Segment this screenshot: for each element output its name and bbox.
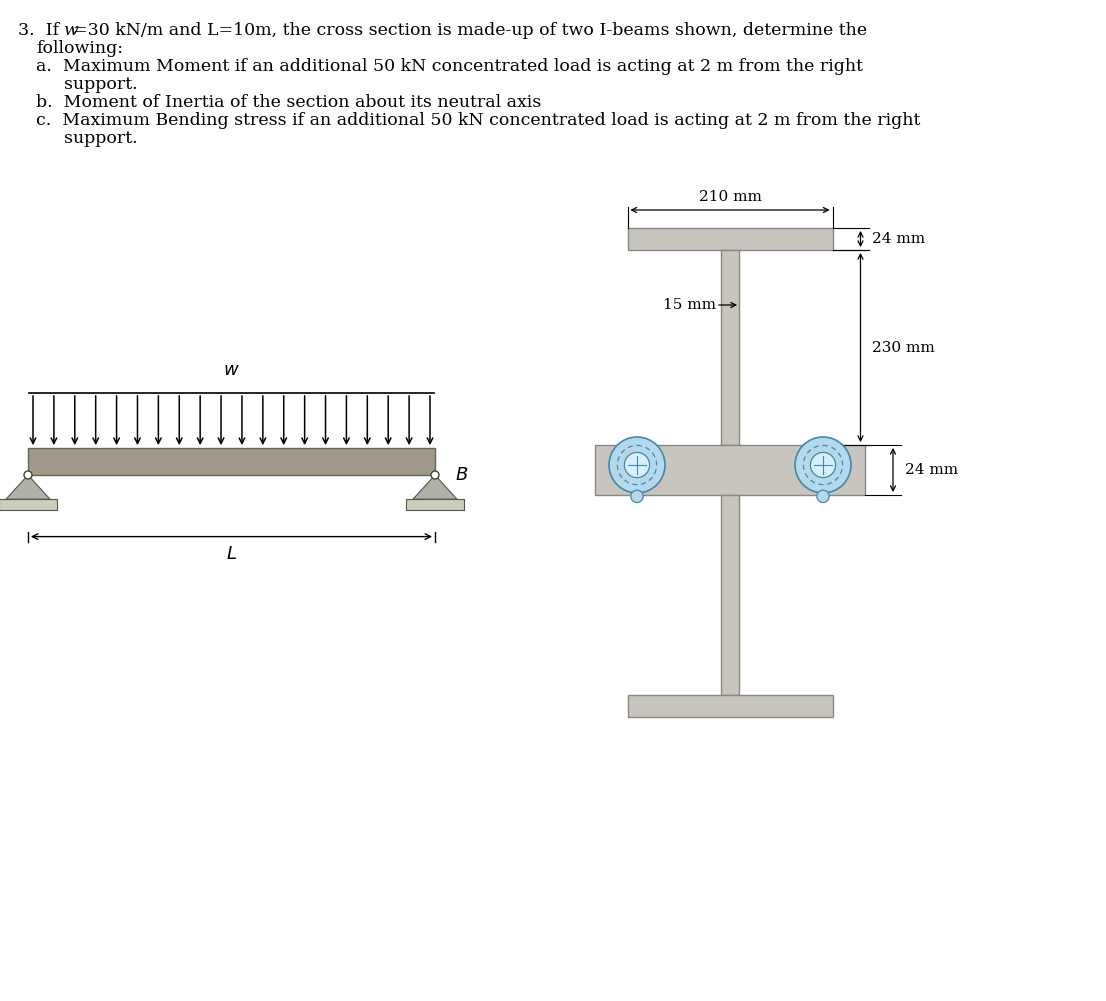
- Bar: [406, 499, 463, 511]
- Text: following:: following:: [36, 40, 123, 57]
- Circle shape: [431, 471, 439, 479]
- Text: a.  Maximum Moment if an additional 50 kN concentrated load is acting at 2 m fro: a. Maximum Moment if an additional 50 kN…: [36, 58, 863, 75]
- Text: 230 mm: 230 mm: [873, 340, 936, 354]
- Polygon shape: [413, 475, 457, 499]
- Text: 210 mm: 210 mm: [699, 190, 761, 204]
- Circle shape: [24, 471, 32, 479]
- Text: support.: support.: [64, 76, 137, 93]
- Text: support.: support.: [64, 130, 137, 147]
- Bar: [0, 499, 56, 511]
- Circle shape: [630, 490, 644, 503]
- Text: =30 kN/m and L=10m, the cross section is made-up of two I-beams shown, determine: =30 kN/m and L=10m, the cross section is…: [73, 22, 867, 39]
- Bar: [28, 448, 435, 475]
- Circle shape: [609, 437, 665, 493]
- Bar: [627, 695, 833, 717]
- Text: c.  Maximum Bending stress if an additional 50 kN concentrated load is acting at: c. Maximum Bending stress if an addition…: [36, 112, 920, 129]
- Bar: [721, 250, 739, 445]
- Text: 24 mm: 24 mm: [905, 463, 958, 477]
- Circle shape: [817, 490, 830, 503]
- Circle shape: [795, 437, 851, 493]
- Text: 3.  If: 3. If: [18, 22, 64, 39]
- Text: $B$: $B$: [455, 466, 468, 484]
- Text: w: w: [63, 22, 77, 39]
- Bar: [721, 495, 739, 695]
- Polygon shape: [6, 475, 50, 499]
- Circle shape: [625, 452, 649, 477]
- Circle shape: [811, 452, 836, 477]
- Text: b.  Moment of Inertia of the section about its neutral axis: b. Moment of Inertia of the section abou…: [36, 94, 541, 111]
- Text: 15 mm: 15 mm: [662, 298, 716, 312]
- Text: $L$: $L$: [226, 545, 237, 563]
- Bar: [595, 445, 865, 495]
- Bar: [627, 228, 833, 250]
- Text: 24 mm: 24 mm: [873, 232, 926, 246]
- Text: $w$: $w$: [223, 361, 240, 379]
